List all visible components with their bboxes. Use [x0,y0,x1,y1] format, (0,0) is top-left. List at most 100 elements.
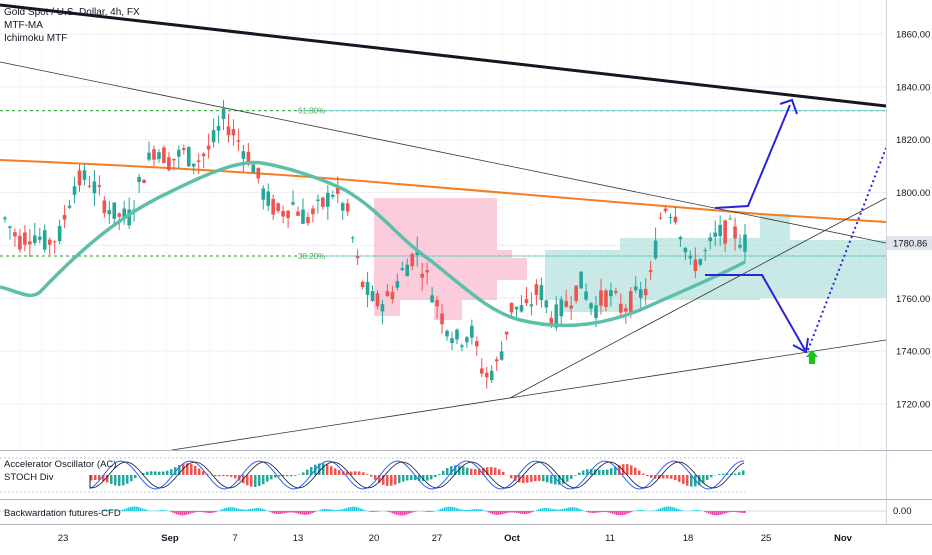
time-tick-label: 11 [605,533,615,544]
ac-histogram-bar [738,472,741,475]
backwardation-bar [180,511,182,515]
backwardation-bar [362,509,364,511]
ac-histogram-bar [470,469,473,475]
candle-body [445,331,449,337]
backwardation-bar [394,511,396,514]
candle-body [78,170,82,185]
ac-histogram-bar [278,475,281,476]
backwardation-bar [194,511,196,512]
backwardation-bar [364,510,366,511]
candle-body [589,303,593,308]
ac-histogram-bar [538,475,541,481]
projection-down-arrowhead [793,338,808,352]
ac-histogram-bar [606,470,609,475]
candle-body [684,248,688,252]
candle-body [296,211,300,215]
backwardation-bar [334,510,336,511]
candle-body [599,290,603,305]
candle-body [261,188,265,199]
ac-histogram-bar [322,463,325,475]
backwardation-bar [490,511,492,513]
backwardation-bar [258,508,260,511]
time-tick-label: Sep [161,533,179,544]
backwardation-bar [630,511,632,512]
backwardation-bar [298,511,300,514]
backwardation-bar [306,511,308,515]
candle-body [535,284,539,295]
backwardation-bar [290,511,292,512]
backwardation-bar [204,511,206,513]
candle-body [13,232,17,236]
backwardation-bar [206,511,208,513]
backwardation-bar [524,511,526,514]
candle-body [58,226,62,241]
ac-histogram-bar [394,475,397,485]
candle-body [584,292,588,300]
backwardation-bar [546,508,548,511]
candle-body [723,221,727,244]
symbol-title: Gold Spot / U.S. Dollar, 4h, FX [4,7,140,19]
price-tick-label: 1840.00 [896,82,930,93]
ac-histogram-bar [150,471,153,475]
candle-body [435,300,439,306]
ac-histogram-bar [254,475,257,487]
backwardation-bar [680,510,682,511]
candle-body [376,293,380,306]
candle-body [217,126,221,131]
backwardation-bar [476,509,478,511]
ac-histogram-bar [642,474,645,475]
ac-histogram-bar [126,475,129,484]
candle-body [510,303,514,313]
ac-histogram-bar [686,475,689,486]
candle-body [604,290,608,306]
candle-body [361,282,365,287]
candle-body [480,369,484,374]
backwardation-bar [276,511,278,514]
backwardation-bar [620,511,622,515]
candle-body [321,198,325,207]
candle-body [420,274,424,278]
backwardation-bar [414,511,416,512]
ac-histogram-bar [366,474,369,475]
backwardation-bar [224,508,226,511]
candle-body [569,306,573,309]
backwardation-bar [520,511,522,514]
backwardation-label: Backwardation futures-CFD [4,508,121,519]
candle-body [559,299,563,316]
backwardation-bar [314,511,316,512]
backwardation-bar [738,511,740,513]
backwardation-bar [466,510,468,511]
candle-body [639,289,643,298]
backwardation-bar [140,508,142,511]
backwardation-bar [716,511,718,515]
time-tick-label: Oct [504,533,521,544]
backwardation-bar [556,510,558,511]
ac-histogram-bar [110,475,113,484]
backwardation-bar [124,509,126,511]
backwardation-bar [446,507,448,511]
backwardation-bar [506,511,508,513]
candle-body [430,295,434,302]
accelerator-oscillator-label: Accelerator Oscillator (AC) [4,459,116,470]
candle-body [167,157,171,170]
ac-histogram-bar [130,475,133,481]
backwardation-bar [582,510,584,511]
price-tick-label: 1720.00 [896,400,930,411]
backwardation-bar [176,511,178,514]
candle-body [475,341,479,346]
backwardation-bar [232,507,234,511]
backwardation-bar [300,511,302,514]
backwardation-bar [330,509,332,511]
candle-body [197,161,201,162]
candle-body [396,281,400,288]
backwardation-bar [618,511,620,515]
backwardation-bar [602,511,604,512]
ac-histogram-bar [226,475,229,476]
ac-histogram-bar [430,475,433,479]
candle-body [202,154,206,157]
backwardation-bar [242,509,244,511]
candle-body [63,215,67,220]
candle-body [728,219,732,220]
backwardation-bar [270,511,272,512]
ac-histogram-bar [542,475,545,481]
